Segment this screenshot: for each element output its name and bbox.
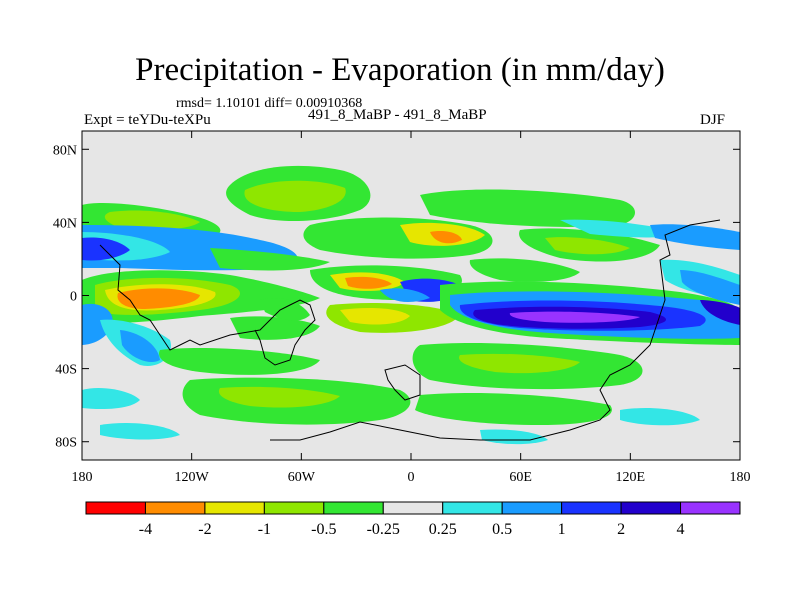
field-region bbox=[230, 316, 320, 340]
subtitle-label: 491_8_MaBP - 491_8_MaBP bbox=[308, 107, 487, 123]
field-region bbox=[260, 298, 310, 321]
field-region bbox=[218, 386, 340, 408]
field-region bbox=[415, 393, 612, 425]
colorbar-label: -1 bbox=[258, 521, 271, 538]
field-region bbox=[680, 270, 740, 305]
y-axis: 80N 40N 0 40S 80S bbox=[53, 143, 740, 451]
colorbar-swatch bbox=[204, 501, 265, 515]
season-label: DJF bbox=[700, 112, 726, 128]
field-region bbox=[82, 303, 113, 345]
field-region bbox=[117, 288, 200, 309]
coastline-antarctica bbox=[270, 219, 721, 441]
field-region bbox=[620, 408, 700, 426]
field-region bbox=[82, 388, 140, 410]
x-tick-label: 120W bbox=[175, 470, 210, 485]
colorbar-swatch bbox=[85, 501, 146, 515]
colorbar-swatch bbox=[144, 501, 206, 515]
field-region bbox=[100, 423, 180, 440]
colorbar-swatch bbox=[680, 501, 741, 515]
y-tick-label: 80N bbox=[53, 143, 77, 158]
field-region bbox=[104, 210, 200, 230]
x-tick-label: 180 bbox=[730, 470, 751, 485]
stats-label: rmsd= 1.10101 diff= 0.00910368 bbox=[176, 96, 363, 111]
field-region bbox=[244, 180, 346, 212]
pe-field bbox=[82, 165, 740, 445]
colorbar-swatch bbox=[620, 501, 682, 515]
colorbar-label: 4 bbox=[677, 521, 685, 538]
colorbar-label: 0.25 bbox=[429, 521, 457, 538]
x-tick-label: 0 bbox=[408, 470, 415, 485]
x-tick-label: 60W bbox=[288, 470, 316, 485]
field-region bbox=[380, 288, 430, 302]
y-tick-label: 0 bbox=[70, 290, 77, 305]
field-region bbox=[345, 276, 392, 289]
colorbar-label: 2 bbox=[617, 521, 625, 538]
colorbar-swatch bbox=[263, 501, 325, 515]
x-tick-label: 180 bbox=[72, 470, 93, 485]
field-region bbox=[420, 189, 635, 227]
field-region bbox=[700, 300, 740, 325]
plot-title: Precipitation - Evaporation (in mm/day) bbox=[135, 52, 665, 88]
experiment-label: Expt = teYDu-teXPu bbox=[84, 112, 211, 128]
colorbar: -4 -2 -1 -0.5 -0.25 0.25 0.5 1 2 4 bbox=[85, 501, 741, 538]
colorbar-label: -4 bbox=[139, 521, 152, 538]
y-tick-label: 40N bbox=[53, 216, 77, 231]
colorbar-label: 1 bbox=[558, 521, 566, 538]
colorbar-label: -0.25 bbox=[367, 521, 400, 538]
colorbar-label: -0.5 bbox=[311, 521, 336, 538]
field-region bbox=[459, 353, 580, 374]
y-tick-label: 80S bbox=[55, 436, 77, 451]
x-tick-label: 60E bbox=[509, 470, 532, 485]
colorbar-label: 0.5 bbox=[492, 521, 512, 538]
field-region bbox=[340, 308, 410, 325]
colorbar-swatch bbox=[323, 501, 384, 515]
colorbar-label: -2 bbox=[198, 521, 211, 538]
field-region bbox=[560, 219, 680, 238]
colorbar-swatch bbox=[382, 501, 444, 515]
coastline-africa bbox=[384, 364, 421, 401]
colorbar-swatch bbox=[442, 501, 503, 515]
x-axis: 180 120W 60W 0 60E 120E 180 bbox=[72, 131, 751, 485]
field-region bbox=[430, 230, 462, 244]
coastline-americas bbox=[99, 244, 316, 366]
coastlines bbox=[99, 219, 721, 441]
field-region bbox=[159, 348, 320, 375]
field-region bbox=[509, 311, 640, 323]
field-region bbox=[120, 330, 160, 363]
colorbar-swatch bbox=[561, 501, 622, 515]
colorbar-swatch bbox=[501, 501, 563, 515]
field-region bbox=[545, 237, 630, 255]
field-region bbox=[82, 237, 130, 261]
field-region bbox=[469, 258, 580, 282]
y-tick-label: 40S bbox=[55, 363, 77, 378]
x-tick-label: 120E bbox=[616, 470, 646, 485]
field-region bbox=[650, 224, 740, 250]
field-region bbox=[210, 248, 330, 271]
